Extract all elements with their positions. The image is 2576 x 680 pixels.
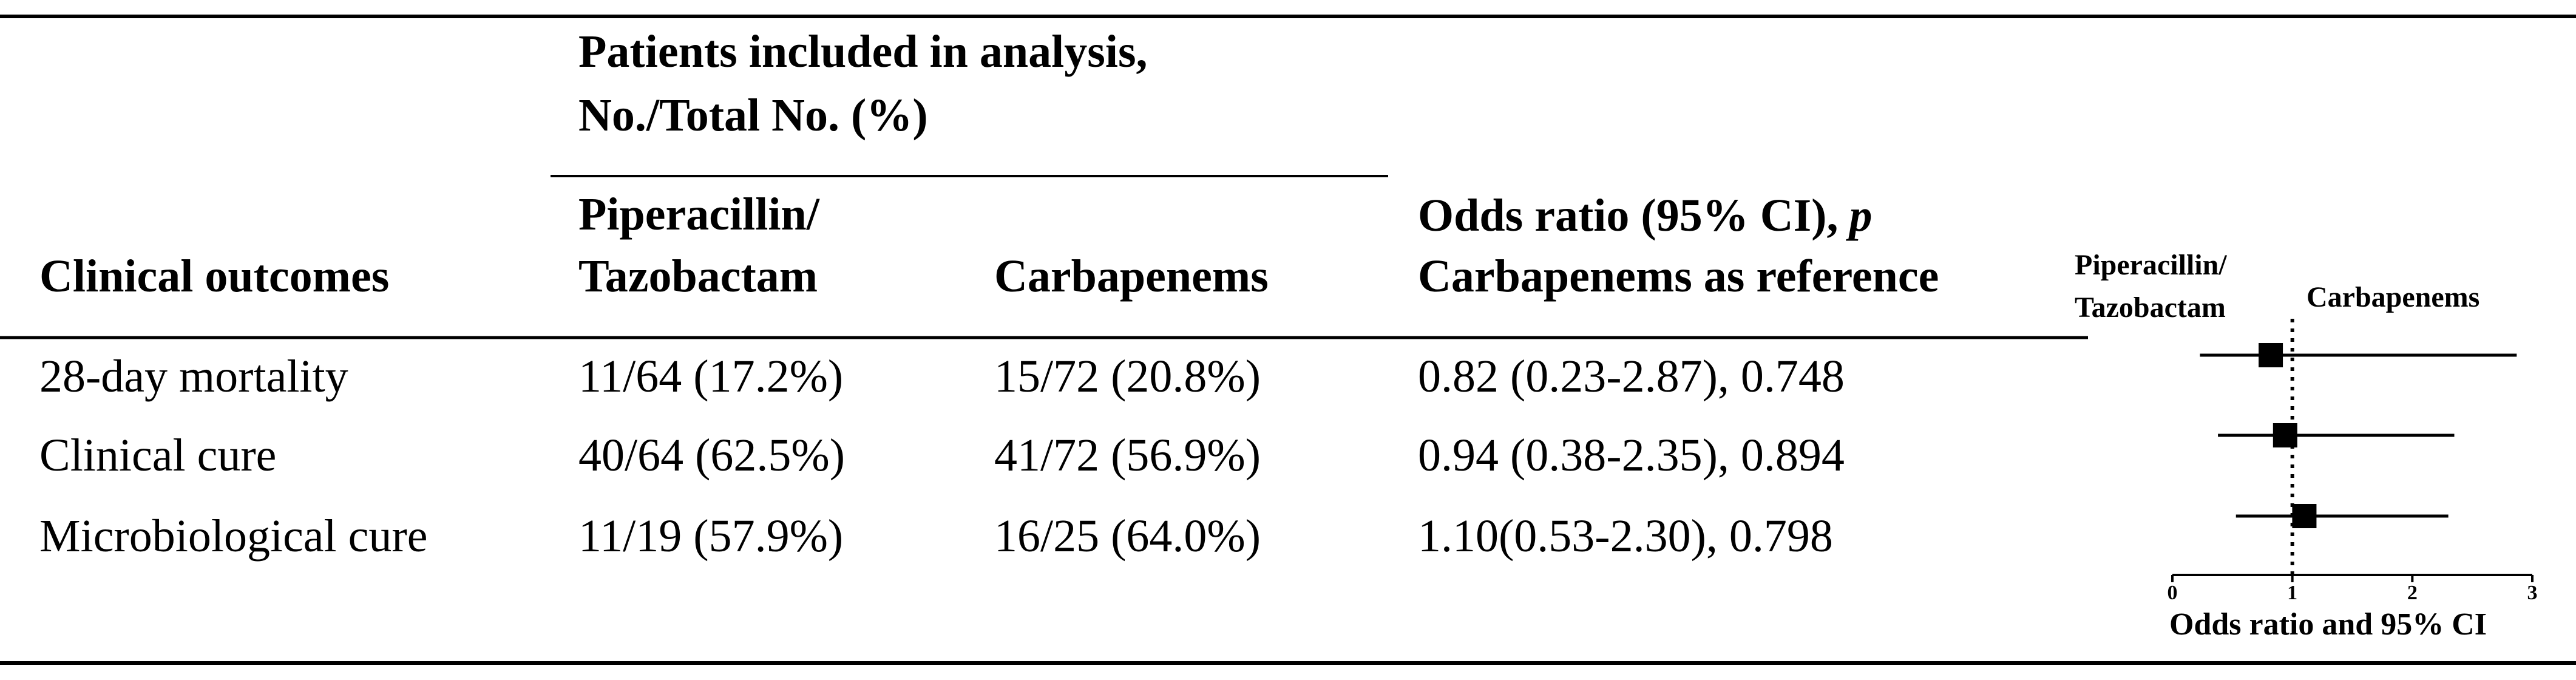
column-header: Piperacillin/: [578, 189, 820, 240]
table-cell: 0.82 (0.23-2.87), 0.748: [1418, 351, 1845, 402]
column-header-text: Odds ratio (95% CI),: [1418, 190, 1838, 241]
column-header: Carbapenems: [994, 251, 1269, 302]
table-cell: 16/25 (64.0%): [994, 511, 1261, 562]
column-header: Tazobactam: [578, 251, 818, 302]
table-cell: 15/72 (20.8%): [994, 351, 1261, 402]
column-header: Clinical outcomes: [39, 251, 389, 302]
table-cell: 0.94 (0.38-2.35), 0.894: [1418, 430, 1845, 481]
right-label: Carbapenems: [2307, 281, 2479, 313]
column-header-italic: p: [1845, 190, 1872, 241]
table-cell: 11/19 (57.9%): [578, 511, 843, 562]
x-tick-label: 0: [2168, 582, 2178, 604]
x-tick-label: 2: [2407, 582, 2418, 604]
table-cell: 41/72 (56.9%): [994, 430, 1261, 481]
group-header: No./Total No. (%): [578, 90, 928, 141]
column-header: Carbapenems as reference: [1418, 251, 1939, 302]
table-cell: Clinical cure: [39, 430, 276, 481]
odds-ratio-marker: [2273, 423, 2297, 447]
table-cell: 40/64 (62.5%): [578, 430, 845, 481]
column-header: Odds ratio (95% CI), p: [1418, 190, 1872, 241]
table-cell: 28-day mortality: [39, 351, 348, 402]
forest-plot: 0 1 2 3 Odds ratio and 95% CI Piperacillin/Ta…: [2075, 249, 2538, 642]
table-cell: 1.10(0.53-2.30), 0.798: [1418, 511, 1833, 562]
table-body: 28-day mortality 11/64 (17.2%) 15/72 (20.8…: [39, 351, 1845, 562]
x-tick-label: 3: [2527, 582, 2538, 604]
x-axis-label: Odds ratio and 95% CI: [2169, 607, 2487, 642]
table-cell: Microbiological cure: [39, 511, 427, 562]
left-label: Tazobactam: [2075, 291, 2226, 324]
left-label: Piperacillin/: [2075, 249, 2227, 281]
group-header: Patients included in analysis,: [578, 26, 1148, 77]
odds-ratio-marker: [2259, 343, 2283, 367]
odds-ratio-marker: [2292, 504, 2317, 528]
x-tick-label: 1: [2287, 582, 2297, 604]
table-cell: 11/64 (17.2%): [578, 351, 843, 402]
